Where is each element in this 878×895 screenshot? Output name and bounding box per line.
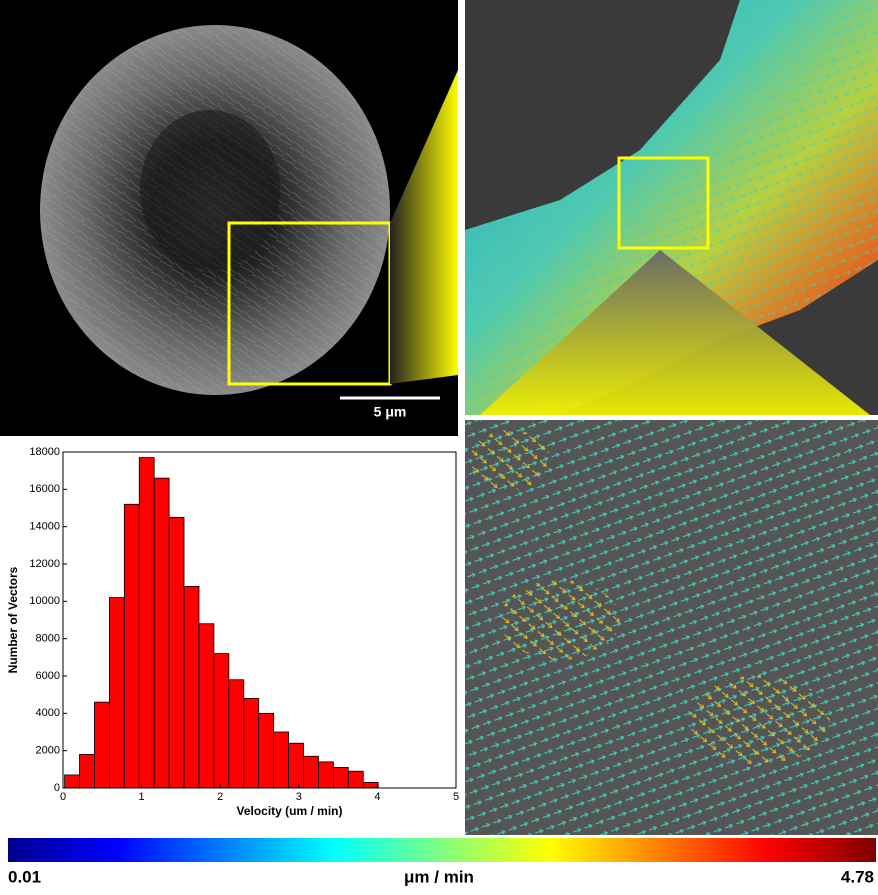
bar — [288, 742, 304, 789]
bar — [213, 653, 230, 789]
x-tick-label: 4 — [374, 791, 380, 803]
plot-frame — [62, 451, 457, 789]
bar — [243, 698, 260, 789]
velocity-detail — [465, 420, 878, 835]
bar — [64, 774, 80, 789]
velocity-overview — [465, 0, 878, 415]
bar — [318, 761, 334, 789]
y-tick-label: 10000 — [29, 595, 60, 607]
y-tick-label: 14000 — [29, 521, 60, 533]
bar — [228, 679, 245, 789]
zoom-projection — [480, 250, 870, 415]
cell-image: 5 μm — [0, 0, 458, 436]
y-tick-label: 16000 — [29, 483, 60, 495]
bar — [258, 712, 275, 789]
y-tick-label: 0 — [54, 782, 60, 794]
bar — [94, 701, 110, 789]
y-tick-label: 12000 — [29, 558, 60, 570]
bar — [362, 782, 379, 789]
y-tick-label: 18000 — [29, 446, 60, 458]
colorbar — [8, 838, 876, 862]
y-tick-label: 2000 — [36, 745, 60, 757]
zoom-projection — [390, 70, 458, 384]
histogram: 0 2000 4000 6000 8000 10000 12000 14000 16000 180… — [0, 440, 460, 835]
x-tick-label: 1 — [139, 791, 145, 803]
x-axis-label: Velocity (um / min) — [236, 804, 342, 818]
x-tick-label: 3 — [296, 791, 302, 803]
y-tick-label: 6000 — [36, 670, 60, 682]
colorbar-unit: μm / min — [404, 867, 474, 886]
x-tick-label: 0 — [60, 791, 66, 803]
colorbar-max: 4.78 — [841, 867, 874, 886]
bar — [198, 623, 215, 789]
bar — [123, 503, 140, 789]
y-tick-label: 8000 — [36, 633, 60, 645]
bar — [303, 755, 319, 789]
scale-bar-label: 5 μm — [374, 404, 407, 420]
bar — [153, 477, 170, 789]
y-tick-label: 4000 — [36, 707, 60, 719]
bar — [273, 731, 289, 789]
bar — [347, 770, 364, 789]
x-tick-label: 5 — [453, 791, 459, 803]
bar — [108, 597, 125, 789]
colorbar-min: 0.01 — [8, 867, 41, 886]
y-axis-label: Number of Vectors — [6, 566, 20, 673]
bar — [183, 586, 200, 789]
x-tick-label: 2 — [217, 791, 223, 803]
bar — [168, 516, 185, 789]
bar — [79, 754, 95, 789]
bar — [332, 767, 349, 789]
bar — [138, 457, 155, 789]
